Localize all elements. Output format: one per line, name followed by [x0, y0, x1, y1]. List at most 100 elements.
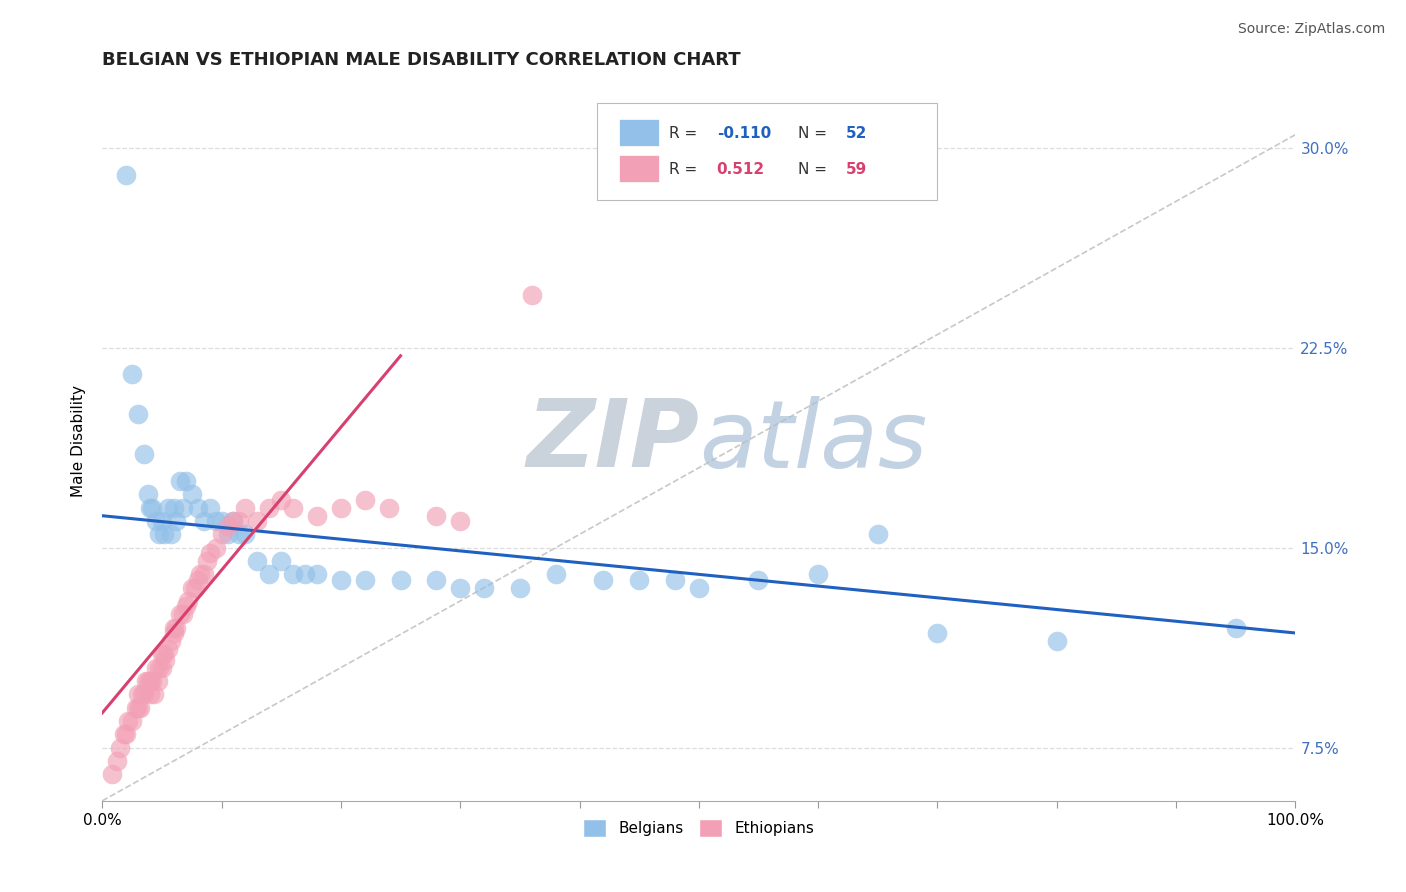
Point — [281, 567, 304, 582]
Point — [165, 621, 187, 635]
Text: N =: N = — [797, 126, 832, 141]
Point — [449, 581, 471, 595]
Y-axis label: Male Disability: Male Disability — [72, 385, 86, 497]
Text: 52: 52 — [845, 126, 868, 141]
Point — [150, 514, 173, 528]
Point — [688, 581, 710, 595]
Point — [1046, 634, 1069, 648]
Point — [163, 621, 186, 635]
Point — [520, 287, 543, 301]
Text: atlas: atlas — [699, 396, 927, 487]
Legend: Belgians, Ethiopians: Belgians, Ethiopians — [578, 813, 820, 844]
Point — [228, 527, 250, 541]
Point — [177, 594, 200, 608]
Point — [664, 573, 686, 587]
Point — [270, 554, 292, 568]
Point — [132, 687, 155, 701]
Point — [204, 514, 226, 528]
Point — [174, 599, 197, 614]
Point — [117, 714, 139, 728]
Point — [184, 581, 207, 595]
Text: Source: ZipAtlas.com: Source: ZipAtlas.com — [1237, 22, 1385, 37]
Point — [100, 767, 122, 781]
Point — [139, 673, 162, 688]
Point — [281, 500, 304, 515]
Point — [121, 714, 143, 728]
Point — [187, 573, 209, 587]
Point — [145, 660, 167, 674]
Point — [866, 527, 889, 541]
Point — [509, 581, 531, 595]
Point — [180, 487, 202, 501]
Point — [172, 500, 194, 515]
Point — [148, 660, 170, 674]
Text: ZIP: ZIP — [526, 395, 699, 487]
Point — [156, 642, 179, 657]
Point — [449, 514, 471, 528]
Point — [163, 500, 186, 515]
Point — [246, 554, 269, 568]
Point — [329, 573, 352, 587]
Point — [148, 527, 170, 541]
Point — [180, 581, 202, 595]
Point — [136, 487, 159, 501]
FancyBboxPatch shape — [598, 103, 938, 200]
Point — [217, 527, 239, 541]
Point — [141, 500, 163, 515]
Text: 59: 59 — [845, 161, 868, 177]
Point — [222, 514, 245, 528]
Point — [204, 541, 226, 555]
Point — [329, 500, 352, 515]
Point — [155, 653, 177, 667]
Point — [294, 567, 316, 582]
Point — [195, 554, 218, 568]
Point — [353, 492, 375, 507]
Point — [115, 727, 138, 741]
Point — [153, 648, 176, 662]
Point — [153, 527, 176, 541]
Point — [150, 648, 173, 662]
Point — [211, 527, 233, 541]
Point — [112, 727, 135, 741]
Point — [127, 687, 149, 701]
Point — [160, 634, 183, 648]
Point — [198, 500, 221, 515]
Point — [132, 447, 155, 461]
Point — [259, 567, 281, 582]
Point — [115, 168, 138, 182]
Text: R =: R = — [669, 126, 702, 141]
Point — [139, 500, 162, 515]
Point — [193, 567, 215, 582]
Point — [270, 492, 292, 507]
Point — [165, 514, 187, 528]
Point — [156, 500, 179, 515]
Point — [163, 626, 186, 640]
Point — [628, 573, 651, 587]
FancyBboxPatch shape — [619, 120, 659, 146]
Point — [127, 700, 149, 714]
Point — [124, 700, 146, 714]
Point — [211, 514, 233, 528]
Point — [135, 673, 157, 688]
Point — [217, 519, 239, 533]
FancyBboxPatch shape — [619, 155, 659, 182]
Text: -0.110: -0.110 — [717, 126, 770, 141]
Point — [544, 567, 567, 582]
Point — [108, 740, 131, 755]
Point — [105, 754, 128, 768]
Point — [160, 527, 183, 541]
Point — [235, 527, 257, 541]
Point — [127, 408, 149, 422]
Point — [121, 368, 143, 382]
Point — [425, 573, 447, 587]
Point — [222, 514, 245, 528]
Point — [172, 607, 194, 622]
Point — [305, 567, 328, 582]
Point — [235, 500, 257, 515]
Point — [425, 508, 447, 523]
Point — [188, 567, 211, 582]
Point — [169, 474, 191, 488]
Point — [259, 500, 281, 515]
Point — [592, 573, 614, 587]
Point — [228, 514, 250, 528]
